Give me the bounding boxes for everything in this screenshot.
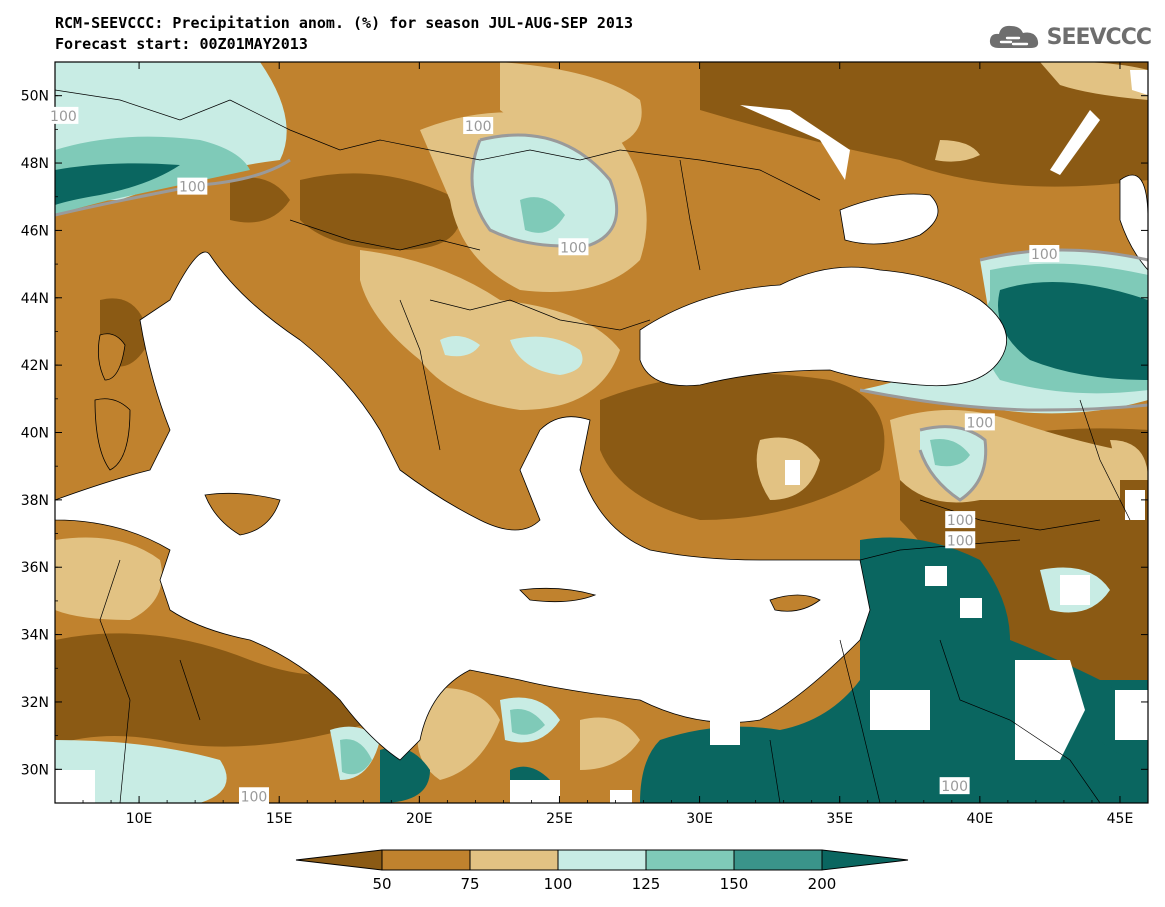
lat-tick-label: 42N xyxy=(21,358,49,374)
colorbar-label: 50 xyxy=(372,875,391,893)
lat-tick-label: 44N xyxy=(21,291,49,307)
colorbar-segment xyxy=(645,849,735,871)
contour-label-text: 100 xyxy=(1031,247,1058,263)
contour-label-bg xyxy=(945,531,976,549)
contour-label-text: 100 xyxy=(966,415,993,431)
colorbar-low-triangle xyxy=(295,849,383,871)
seas xyxy=(55,174,1148,761)
islands xyxy=(94,333,821,612)
contour-label-bg xyxy=(463,116,494,134)
colorbar-label: 125 xyxy=(632,875,661,893)
colorbar-label: 200 xyxy=(808,875,837,893)
lat-tick-label: 34N xyxy=(21,628,49,644)
colorbar-label: 100 xyxy=(544,875,573,893)
colorbar-segment xyxy=(469,849,559,871)
lon-tick-label: 10E xyxy=(126,811,153,827)
contour-label: 100 xyxy=(1029,244,1060,263)
contour-label-bg xyxy=(939,777,970,795)
contour-label-text: 100 xyxy=(50,109,77,125)
lat-tick-label: 50N xyxy=(21,89,49,105)
contour-label: 100 xyxy=(238,787,269,805)
contour-label: 100 xyxy=(939,777,970,795)
contour-label: 100 xyxy=(558,238,589,256)
axis-ticks: 30N 32N 34N 36N 38N 40N 42N 44N 46N 48N 50N 10E 15E 2… xyxy=(21,62,1148,827)
contour-label-bg xyxy=(945,511,976,529)
lon-tick-label: 45E xyxy=(1107,811,1134,827)
contour-label-text: 100 xyxy=(947,533,974,549)
map-field xyxy=(55,62,1148,803)
lat-tick-label: 32N xyxy=(21,695,49,711)
colorbar-high-triangle xyxy=(821,849,909,871)
contour-label-text: 100 xyxy=(179,180,206,196)
contour-label-bg xyxy=(48,106,79,124)
contour-label: 100 xyxy=(177,177,208,196)
lon-tick-label: 30E xyxy=(686,811,713,827)
country-borders xyxy=(55,89,1131,803)
forecast-start: Forecast start: 00Z01MAY2013 xyxy=(55,35,308,53)
contour-label-bg xyxy=(1029,244,1060,262)
contour-label: 100 xyxy=(964,413,995,431)
lat-tick-label: 36N xyxy=(21,560,49,576)
lon-tick-label: 40E xyxy=(967,811,994,827)
colorbar-label: 75 xyxy=(460,875,479,893)
lon-tick-label: 15E xyxy=(266,811,293,827)
contour-label-text: 100 xyxy=(465,119,492,135)
contour-100 xyxy=(55,133,1148,502)
contour-label: 100 xyxy=(463,116,494,135)
seevccc-logo: SEEVCCC xyxy=(987,22,1152,52)
contour-label-bg xyxy=(177,177,208,195)
contour-label: 100 xyxy=(945,531,976,549)
contour-label-bg xyxy=(558,238,589,256)
lon-tick-label: 25E xyxy=(546,811,573,827)
contour-label-text: 100 xyxy=(560,240,587,256)
logo-text: SEEVCCC xyxy=(1046,24,1152,50)
colorbar-segment xyxy=(733,849,823,871)
lat-tick-label: 38N xyxy=(21,493,49,509)
contour-label-text: 100 xyxy=(947,513,974,529)
lon-tick-label: 20E xyxy=(406,811,433,827)
lat-tick-label: 30N xyxy=(21,762,49,778)
lon-tick-label: 35E xyxy=(826,811,853,827)
contour-label-text: 100 xyxy=(241,789,268,805)
contour-label: 100 xyxy=(945,511,976,529)
contour-label: 100 xyxy=(48,106,79,125)
colorbar-label: 150 xyxy=(720,875,749,893)
map-title: RCM-SEEVCCC: Precipitation anom. (%) for… xyxy=(55,14,633,32)
contour-label-bg xyxy=(964,413,995,431)
colorbar-segment xyxy=(557,849,647,871)
lat-tick-label: 48N xyxy=(21,156,49,172)
contour-labels: 100 100 100 100 100 100 100 100 100 100 xyxy=(48,106,1060,805)
colorbar: 50 75 100 125 150 200 xyxy=(295,849,909,893)
lat-tick-label: 40N xyxy=(21,426,49,442)
colorbar-segment xyxy=(381,849,471,871)
cloud-icon xyxy=(989,25,1038,48)
contour-label-bg xyxy=(238,787,269,805)
lat-tick-label: 46N xyxy=(21,223,49,239)
contour-label-text: 100 xyxy=(941,779,968,795)
